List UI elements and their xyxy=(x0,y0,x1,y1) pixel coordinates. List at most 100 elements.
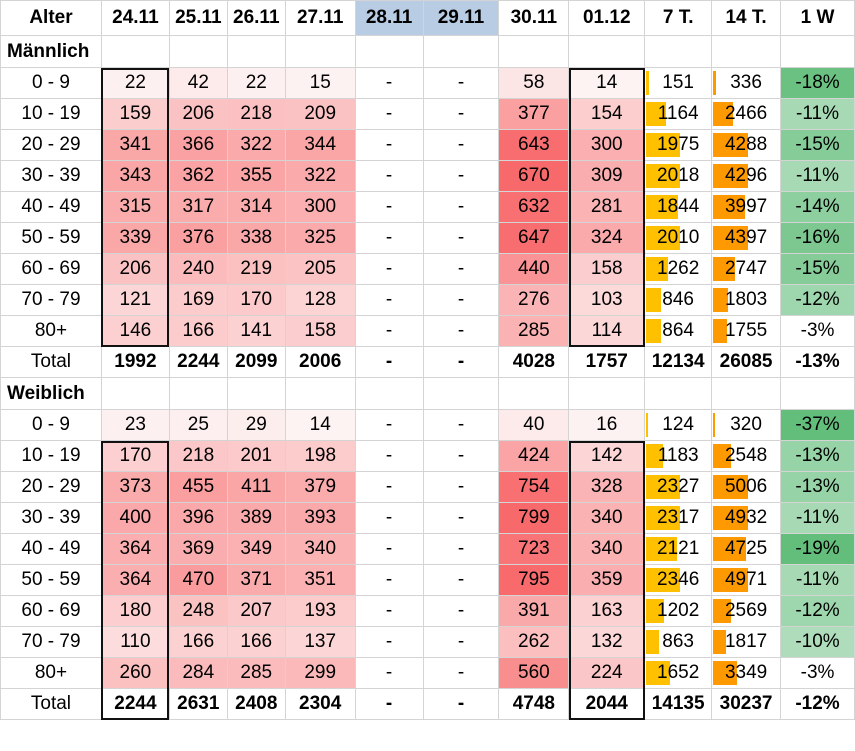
daily-value: 2099 xyxy=(226,346,286,378)
empty-cell xyxy=(568,377,646,410)
daily-value: 393 xyxy=(284,502,356,534)
table-row: 70 - 79 121 169 170 128- -276 103 846 1803 -12% xyxy=(0,284,855,316)
daily-value: 364 xyxy=(100,533,170,565)
empty-cell xyxy=(100,377,170,410)
header-date: 26.11 xyxy=(226,0,286,36)
sum-text: 2466 xyxy=(724,103,768,124)
sum-14-days: 320 xyxy=(711,409,782,441)
age-label: 40 - 49 xyxy=(0,191,102,223)
empty-cell xyxy=(498,35,570,68)
data-bar xyxy=(646,537,678,561)
data-bar xyxy=(713,475,749,499)
sum-text: 4296 xyxy=(724,165,768,186)
daily-value: 281 xyxy=(568,191,646,223)
daily-value: 158 xyxy=(284,315,356,347)
empty-cell xyxy=(644,377,713,410)
table-row: 0 - 9 23 25 29 14- -40 16 124 320 -37% xyxy=(0,409,855,441)
daily-value: 322 xyxy=(284,160,356,192)
table-row: 10 - 19 159 206 218 209- -377 154 1164 2466 -11% xyxy=(0,98,855,130)
data-bar xyxy=(646,288,661,312)
daily-value: - xyxy=(354,409,424,441)
sum-14-days: 2747 xyxy=(711,253,782,285)
daily-value: - xyxy=(422,98,500,130)
data-bar xyxy=(713,537,747,561)
table-row: 70 - 79 110 166 166 137- -262 132 863 1817 -10% xyxy=(0,626,855,658)
sum-text: 1803 xyxy=(724,289,768,310)
header-date: 01.12 xyxy=(568,0,646,36)
age-label: 30 - 39 xyxy=(0,160,102,192)
sum-text: 1844 xyxy=(657,196,700,217)
daily-value: 224 xyxy=(568,657,646,689)
empty-cell xyxy=(422,35,500,68)
sum-7-days: 1202 xyxy=(644,595,713,627)
daily-value: 285 xyxy=(226,657,286,689)
sum-text: 320 xyxy=(730,414,762,435)
daily-value: 170 xyxy=(226,284,286,316)
weekly-change: -11% xyxy=(780,502,855,534)
table-row: 50 - 59 364 470 371 351- -795 359 2346 4971 -11% xyxy=(0,564,855,596)
weekly-change: -12% xyxy=(780,284,855,316)
empty-cell xyxy=(168,35,228,68)
daily-value: 391 xyxy=(498,595,570,627)
sum-text: 863 xyxy=(662,631,694,652)
table-row: 20 - 29 341 366 322 344- -643 300 1975 4288 -15% xyxy=(0,129,855,161)
sum-14-days: 1803 xyxy=(711,284,782,316)
sum-text: 4932 xyxy=(724,507,768,528)
daily-value: 369 xyxy=(168,533,228,565)
weekly-change: -10% xyxy=(780,626,855,658)
daily-value: - xyxy=(422,440,500,472)
table-row: 20 - 29 373 455 411 379- -754 328 2327 5006 -13% xyxy=(0,471,855,503)
sum-text: 2018 xyxy=(657,165,700,186)
table-row: 50 - 59 339 376 338 325- -647 324 2010 4397 -16% xyxy=(0,222,855,254)
weekly-change: -18% xyxy=(780,67,855,99)
daily-value: 218 xyxy=(226,98,286,130)
sum-text: 3349 xyxy=(724,662,768,683)
sum-text: 4971 xyxy=(724,569,768,590)
daily-value: 440 xyxy=(498,253,570,285)
daily-value: 206 xyxy=(168,98,228,130)
daily-value: - xyxy=(354,253,424,285)
daily-value: 362 xyxy=(168,160,228,192)
daily-value: 198 xyxy=(284,440,356,472)
daily-value: 170 xyxy=(100,440,170,472)
sum-7-days: 2121 xyxy=(644,533,713,565)
daily-value: 2244 xyxy=(100,688,170,720)
data-bar xyxy=(646,444,664,468)
data-bar xyxy=(646,257,668,281)
empty-cell xyxy=(711,377,782,410)
daily-value: 325 xyxy=(284,222,356,254)
daily-value: 299 xyxy=(284,657,356,689)
data-bar xyxy=(646,413,649,437)
weekly-change: -14% xyxy=(780,191,855,223)
data-bar xyxy=(646,506,681,530)
age-label: 60 - 69 xyxy=(0,253,102,285)
daily-value: 22 xyxy=(100,67,170,99)
age-label: 40 - 49 xyxy=(0,533,102,565)
section-row: Männlich xyxy=(0,35,855,68)
sum-text: 4288 xyxy=(724,134,768,155)
daily-value: 285 xyxy=(498,315,570,347)
daily-value: 248 xyxy=(168,595,228,627)
sum-14-days: 26085 xyxy=(711,346,782,378)
sum-7-days: 846 xyxy=(644,284,713,316)
daily-value: - xyxy=(354,222,424,254)
daily-value: 366 xyxy=(168,129,228,161)
data-bar xyxy=(713,630,726,654)
daily-value: 276 xyxy=(498,284,570,316)
daily-value: 128 xyxy=(284,284,356,316)
table-row: 40 - 49 364 369 349 340- -723 340 2121 4725 -19% xyxy=(0,533,855,565)
table-row: 60 - 69 180 248 207 193- -391 163 1202 2569 -12% xyxy=(0,595,855,627)
sum-14-days: 5006 xyxy=(711,471,782,503)
daily-value: 795 xyxy=(498,564,570,596)
empty-cell xyxy=(780,377,855,410)
age-label: 20 - 29 xyxy=(0,129,102,161)
data-bar xyxy=(646,475,681,499)
daily-value: 424 xyxy=(498,440,570,472)
daily-value: 158 xyxy=(568,253,646,285)
daily-value: 154 xyxy=(568,98,646,130)
empty-cell xyxy=(568,35,646,68)
weekly-change: -13% xyxy=(780,440,855,472)
daily-value: 349 xyxy=(226,533,286,565)
daily-value: - xyxy=(422,471,500,503)
daily-value: 328 xyxy=(568,471,646,503)
